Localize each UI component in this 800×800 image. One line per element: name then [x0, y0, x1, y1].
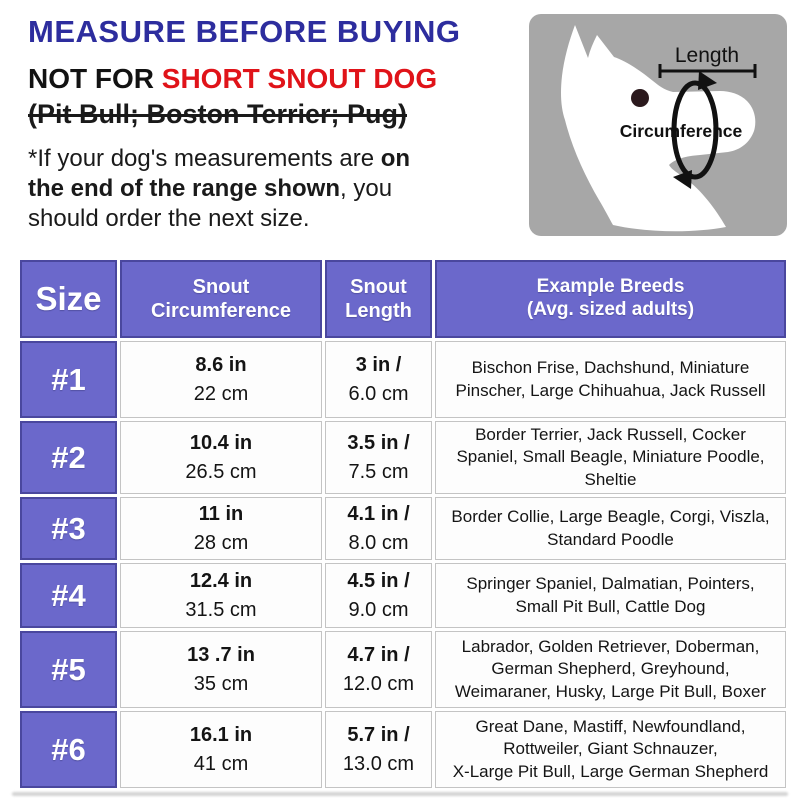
size-cell-3: #3 [20, 497, 117, 560]
page-title: MEASURE BEFORE BUYING [28, 14, 461, 49]
photo-bottom-edge [12, 792, 788, 796]
circumference-inches: 16.1 in [189, 723, 253, 746]
breeds-cell-1: Bischon Frise, Dachshund, Miniature Pins… [435, 341, 786, 418]
col-header-circumference: Snout Circumference [120, 260, 322, 338]
measurement-diagram: Length Circumference [529, 14, 787, 236]
note-pre: *If your dog's measurements are [28, 145, 381, 172]
circumference-inches: 11 in [198, 502, 244, 525]
circumference-cell-1: 8.6 in 22 cm [120, 341, 322, 418]
length-cell-1: 3 in / 6.0 cm [325, 341, 432, 418]
col-header-size: Size [20, 260, 117, 338]
excluded-breeds-strikethrough: (Pit Bull; Boston Terrier; Pug) [28, 99, 407, 129]
length-cm: 12.0 cm [342, 672, 415, 695]
size-table: Size Snout Circumference Snout Length Ex… [20, 260, 786, 788]
size-cell-4: #4 [20, 563, 117, 628]
length-cell-2: 3.5 in / 7.5 cm [325, 421, 432, 494]
sizing-note: *If your dog's measurements are on the e… [28, 144, 498, 235]
breeds-cell-6: Great Dane, Mastiff, Newfoundland, Rottw… [435, 711, 786, 788]
note-post: , you should order the next size. [28, 175, 393, 233]
length-cell-6: 5.7 in / 13.0 cm [325, 711, 432, 788]
length-label: Length [675, 44, 739, 67]
circumference-cm: 35 cm [193, 672, 249, 695]
length-cell-5: 4.7 in / 12.0 cm [325, 631, 432, 708]
breeds-cell-4: Springer Spaniel, Dalmatian, Pointers, S… [435, 563, 786, 628]
length-cm: 13.0 cm [342, 752, 415, 775]
warning-line: NOT FOR SHORT SNOUT DOG [28, 63, 523, 95]
size-cell-6: #6 [20, 711, 117, 788]
dog-head-silhouette [561, 25, 756, 232]
length-cm: 6.0 cm [348, 382, 409, 405]
header-text-block: MEASURE BEFORE BUYING NOT FOR SHORT SNOU… [28, 14, 523, 236]
dog-eye [631, 89, 649, 107]
circumference-cell-2: 10.4 in 26.5 cm [120, 421, 322, 494]
circumference-cell-5: 13 .7 in 35 cm [120, 631, 322, 708]
breeds-cell-5: Labrador, Golden Retriever, Doberman, Ge… [435, 631, 786, 708]
circumference-cm: 28 cm [193, 531, 249, 554]
length-inches: 4.7 in / [347, 643, 410, 666]
length-inches: 4.5 in / [347, 569, 410, 592]
size-cell-2: #2 [20, 421, 117, 494]
length-cell-3: 4.1 in / 8.0 cm [325, 497, 432, 560]
length-inches: 5.7 in / [347, 723, 410, 746]
breeds-cell-2: Border Terrier, Jack Russell, Cocker Spa… [435, 421, 786, 494]
length-inches: 3 in / [355, 353, 402, 376]
length-inches: 4.1 in / [347, 502, 410, 525]
circumference-inches: 12.4 in [189, 569, 253, 592]
circumference-cell-6: 16.1 in 41 cm [120, 711, 322, 788]
dog-head-illustration: Length Circumference [561, 25, 757, 232]
col-header-length: Snout Length [325, 260, 432, 338]
circumference-inches: 8.6 in [195, 353, 247, 376]
circumference-cm: 22 cm [193, 382, 249, 405]
circumference-cell-4: 12.4 in 31.5 cm [120, 563, 322, 628]
circumference-inches: 10.4 in [189, 431, 253, 454]
length-cell-4: 4.5 in / 9.0 cm [325, 563, 432, 628]
length-inches: 3.5 in / [347, 431, 410, 454]
length-cm: 8.0 cm [348, 531, 409, 554]
size-cell-5: #5 [20, 631, 117, 708]
length-cm: 7.5 cm [348, 460, 409, 483]
circumference-inches: 13 .7 in [187, 643, 255, 666]
circumference-ellipse [671, 80, 719, 180]
circumference-label: Circumference [620, 121, 743, 141]
circumference-arrow-bottom [673, 170, 692, 189]
size-cell-1: #1 [20, 341, 117, 418]
circumference-arrow-top [698, 71, 717, 90]
note-bold: on the end of the range shown [28, 145, 411, 203]
col-header-breeds: Example Breeds (Avg. sized adults) [435, 260, 786, 338]
breeds-cell-3: Border Collie, Large Beagle, Corgi, Visz… [435, 497, 786, 560]
circumference-cell-3: 11 in 28 cm [120, 497, 322, 560]
length-cm: 9.0 cm [348, 598, 409, 621]
circumference-cm: 41 cm [193, 752, 249, 775]
warning-highlight: SHORT SNOUT DOG [161, 63, 438, 94]
circumference-cm: 26.5 cm [185, 460, 257, 483]
warning-prefix: NOT FOR [28, 63, 162, 94]
circumference-cm: 31.5 cm [185, 598, 257, 621]
top-section: MEASURE BEFORE BUYING NOT FOR SHORT SNOU… [0, 0, 800, 236]
